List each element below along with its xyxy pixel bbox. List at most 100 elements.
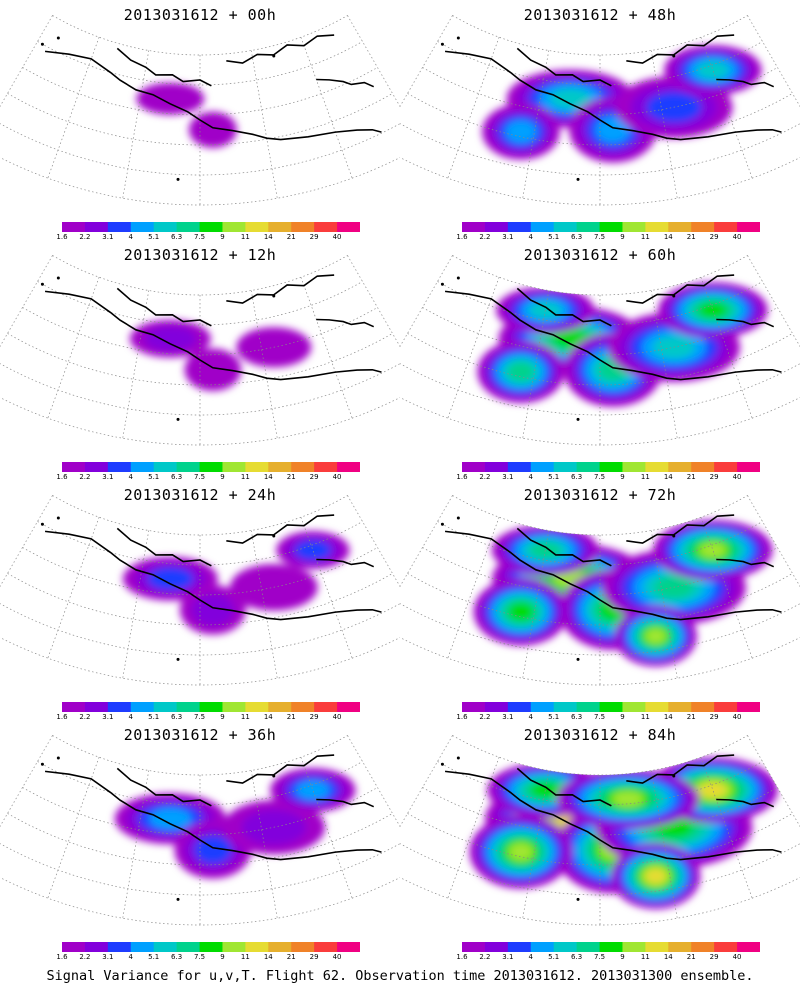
colorbar-tick-label: 11 <box>640 953 650 961</box>
colorbar-swatch <box>507 942 532 952</box>
colorbar-tick-label: 40 <box>332 233 342 241</box>
coastline <box>44 770 382 861</box>
colorbar-labels: 1.6 2.2 3.1 4 5.1 6.3 7.5 9 11 14 21 29 40 <box>56 233 360 243</box>
longitude-line <box>0 255 53 348</box>
longitude-line <box>250 770 278 919</box>
island <box>40 762 44 766</box>
colorbar-swatch <box>622 942 646 952</box>
colorbar-swatch <box>691 942 715 952</box>
colorbar-swatch <box>222 462 246 472</box>
colorbar-tick-label: 5.1 <box>548 233 560 241</box>
latitude-line <box>22 67 378 116</box>
latitude-line <box>7 93 393 146</box>
latitude-line <box>52 495 348 536</box>
colorbar-swatch <box>645 942 669 952</box>
colorbar-swatch <box>599 942 623 952</box>
latitude-line <box>437 41 763 86</box>
longitude-line <box>0 15 53 108</box>
colorbar <box>462 462 760 472</box>
colorbar-tick-label: 40 <box>332 953 342 961</box>
colorbar-swatch <box>199 462 223 472</box>
coastline <box>44 290 382 381</box>
colorbar-swatch <box>245 942 269 952</box>
colorbar-swatch <box>291 942 315 952</box>
colorbar-tick-label: 2.2 <box>479 233 491 241</box>
colorbar-tick-label: 21 <box>286 233 296 241</box>
colorbar-swatch <box>130 222 155 232</box>
colorbar-tick-label: 4 <box>128 473 133 481</box>
variance-contour <box>550 88 591 109</box>
colorbar-tick-label: 7.5 <box>593 473 606 481</box>
coastline <box>626 514 735 544</box>
colorbar-swatch <box>337 462 360 472</box>
colorbar-tick-label: 14 <box>663 713 673 721</box>
colorbar-tick-label: 7.5 <box>193 473 206 481</box>
longitude-line <box>122 770 150 919</box>
island <box>176 897 180 901</box>
colorbar-swatch <box>622 702 646 712</box>
variance-contour <box>295 780 330 800</box>
variance-contour <box>699 782 727 798</box>
latitude-line <box>22 307 378 356</box>
coastline <box>116 287 212 327</box>
colorbar-swatch <box>484 942 509 952</box>
coastline <box>116 767 212 807</box>
longitude-line <box>347 255 400 348</box>
latitude-line <box>422 67 778 116</box>
panel-title: 2013031612 + 24h <box>123 486 277 504</box>
latitude-line <box>400 637 800 686</box>
colorbar-tick-label: 1.6 <box>56 473 68 481</box>
colorbar-swatch <box>484 222 509 232</box>
colorbar-tick-label: 9 <box>220 953 225 961</box>
colorbar-swatch <box>553 462 578 472</box>
colorbar-tick-label: 40 <box>732 233 742 241</box>
colorbar-swatch <box>462 702 486 712</box>
colorbar-tick-label: 5.1 <box>148 473 160 481</box>
colorbar-tick-label: 5.1 <box>148 713 160 721</box>
colorbar <box>62 942 360 952</box>
coastline <box>226 34 335 64</box>
longitude-line <box>400 15 453 108</box>
colorbar-swatch <box>668 462 692 472</box>
polar-map <box>400 15 800 206</box>
longitude-line <box>447 517 500 659</box>
coastline <box>226 754 335 784</box>
latitude-line <box>0 637 400 686</box>
colorbar-swatch <box>107 462 132 472</box>
longitude-line <box>300 757 353 899</box>
colorbar-swatch <box>268 702 292 712</box>
longitude-line <box>347 735 400 828</box>
colorbar-swatch <box>737 462 760 472</box>
variance-contour <box>530 782 561 799</box>
coastline <box>716 78 775 88</box>
variance-contour <box>528 301 562 319</box>
coastline <box>116 527 212 567</box>
colorbar-labels: 1.6 2.2 3.1 4 5.1 6.3 7.5 9 11 14 21 29 40 <box>456 953 760 963</box>
variance-contour <box>611 790 644 807</box>
colorbar-swatch <box>222 702 246 712</box>
longitude-line <box>447 757 500 899</box>
colorbar-swatch <box>576 462 601 472</box>
polar-map <box>0 495 400 686</box>
island <box>176 177 180 181</box>
colorbar-swatch <box>645 462 669 472</box>
coastline <box>626 754 735 784</box>
colorbar-tick-label: 3.1 <box>502 233 514 241</box>
colorbar-tick-label: 21 <box>686 233 696 241</box>
colorbar-swatch <box>576 222 601 232</box>
latitude-line <box>52 15 348 56</box>
latitude-line <box>400 397 800 446</box>
colorbar-swatch <box>599 222 623 232</box>
map-panel-84h: 2013031612 + 84h 1.6 2.2 3.1 4 5.1 6.3 7.5 9 11 14… <box>400 720 800 966</box>
longitude-line <box>347 495 400 588</box>
colorbar-tick-label: 9 <box>620 473 625 481</box>
longitude-line <box>700 37 753 179</box>
colorbar-swatch <box>462 942 486 952</box>
colorbar-tick-label: 6.3 <box>171 953 183 961</box>
longitude-line <box>522 530 550 679</box>
colorbar-swatch <box>199 942 223 952</box>
colorbar-swatch <box>245 702 269 712</box>
colorbar-tick-label: 9 <box>620 233 625 241</box>
colorbar-swatch <box>530 942 555 952</box>
island <box>272 54 276 58</box>
